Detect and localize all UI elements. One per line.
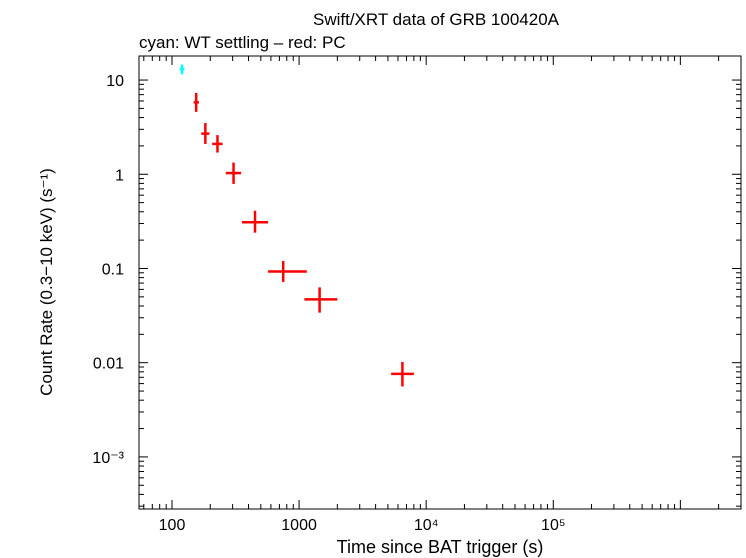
data-point (241, 210, 269, 233)
data-point (391, 361, 414, 387)
data-points (179, 64, 414, 387)
y-tick-label: 1 (115, 167, 124, 184)
y-tick-label: 0.1 (102, 261, 124, 278)
y-tick-label: 10⁻³ (92, 450, 124, 467)
data-point (179, 64, 185, 75)
x-tick-label: 100 (159, 517, 186, 534)
data-point (212, 135, 223, 153)
data-point (268, 261, 307, 282)
x-tick-label: 10⁵ (541, 517, 565, 534)
y-axis-label: Count Rate (0.3−10 keV) (s⁻¹) (37, 168, 56, 396)
axis-ticks: 100 1000 10⁴ 10⁵ 10 1 0.1 0.01 10⁻³ (92, 56, 742, 534)
x-axis-label: Time since BAT trigger (s) (337, 537, 544, 557)
chart-subtitle: cyan: WT settling – red: PC (139, 33, 346, 52)
y-tick-label: 10 (106, 73, 124, 90)
data-point (225, 162, 242, 184)
data-point (304, 287, 338, 313)
plot-frame (138, 55, 742, 510)
y-tick-label: 0.01 (93, 356, 124, 373)
x-tick-label: 10⁴ (414, 517, 439, 534)
data-point (201, 123, 210, 144)
x-tick-label: 1000 (281, 517, 317, 534)
chart-title: Swift/XRT data of GRB 100420A (313, 10, 560, 29)
data-point (193, 92, 199, 112)
